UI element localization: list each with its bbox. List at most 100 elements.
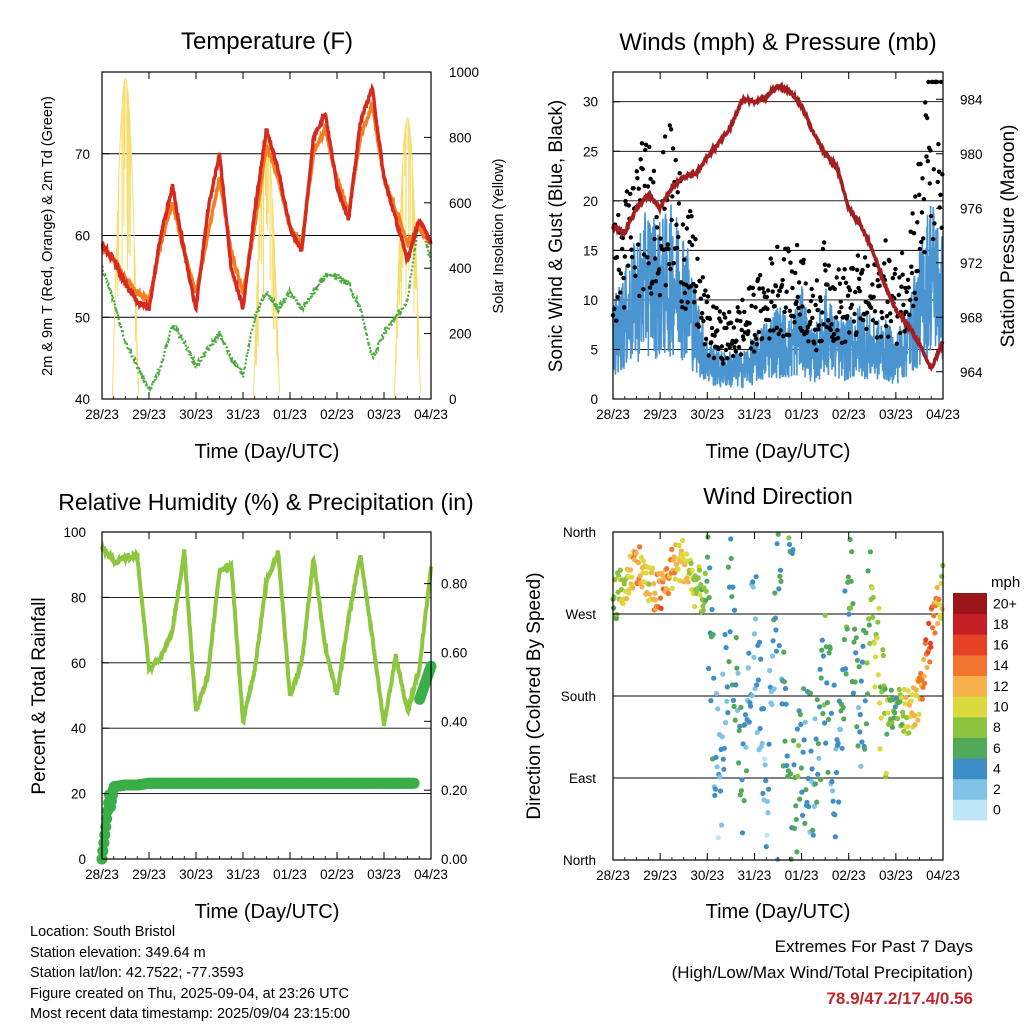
- direction-point: [840, 705, 846, 711]
- direction-point: [729, 594, 735, 600]
- direction-point: [848, 605, 854, 611]
- direction-point: [689, 587, 695, 593]
- gust-point: [739, 327, 744, 333]
- gust-point: [646, 261, 651, 266]
- legend-swatch: [953, 737, 987, 759]
- direction-point: [767, 667, 773, 674]
- humidity-precip-panel: Relative Humidity (%) & Precipitation (i…: [29, 489, 474, 923]
- wind-y2-axis-label: Station Pressure (Maroon): [998, 125, 1019, 348]
- gust-point: [837, 281, 843, 286]
- gust-point: [615, 294, 620, 300]
- direction-point: [877, 746, 883, 752]
- direction-point: [703, 588, 709, 595]
- direction-point: [782, 738, 788, 744]
- direction-point: [766, 786, 772, 792]
- y2-tick-label: 968: [960, 310, 983, 325]
- legend-swatch: [953, 675, 987, 697]
- gust-point: [905, 277, 911, 282]
- direction-point: [776, 643, 782, 649]
- station-elevation: Station elevation: 349.64 m: [30, 944, 206, 961]
- x-tick-label: 02/23: [832, 868, 866, 883]
- direction-point: [786, 535, 792, 541]
- gust-point: [906, 285, 911, 290]
- direction-point: [725, 710, 731, 716]
- gust-point: [815, 307, 820, 313]
- direction-point: [750, 584, 756, 590]
- gust-point: [676, 201, 682, 206]
- gust-point: [725, 356, 730, 361]
- direction-point: [864, 660, 870, 666]
- relative-humidity-line: [100, 540, 433, 727]
- gust-point: [738, 318, 743, 324]
- direction-point: [829, 788, 836, 794]
- y2-tick-label: 964: [960, 365, 983, 380]
- direction-point: [651, 581, 657, 587]
- gust-point: [901, 302, 906, 307]
- direction-point: [841, 716, 847, 722]
- gust-point: [800, 304, 805, 309]
- direction-point: [746, 719, 752, 725]
- gust-point: [704, 299, 709, 305]
- gust-point: [917, 192, 922, 197]
- direction-point: [937, 615, 944, 622]
- 2m-td-line: [101, 216, 433, 393]
- gust-point: [721, 311, 727, 317]
- gust-point: [839, 340, 845, 345]
- gust-point: [803, 281, 808, 286]
- direction-point: [916, 711, 922, 717]
- gust-point: [810, 293, 816, 298]
- direction-point: [820, 653, 827, 659]
- legend-swatch: [953, 696, 987, 718]
- gust-point: [769, 299, 774, 305]
- gust-point: [909, 270, 915, 276]
- gust-point: [825, 282, 830, 287]
- x-tick-label: 29/23: [643, 407, 677, 422]
- direction-point: [801, 737, 807, 743]
- gust-point: [624, 189, 630, 194]
- direction-point: [723, 720, 729, 726]
- gust-point: [699, 310, 705, 316]
- direction-point: [691, 603, 698, 610]
- direction-point: [878, 715, 884, 721]
- gust-point: [671, 261, 676, 266]
- direction-point: [707, 565, 713, 571]
- legend-label: 10: [993, 699, 1009, 715]
- direction-point: [882, 686, 888, 692]
- x-tick-label: 30/23: [179, 407, 213, 422]
- direction-point: [859, 659, 866, 665]
- direction-point: [746, 650, 752, 656]
- gust-point: [685, 300, 690, 305]
- direction-point: [911, 713, 918, 719]
- gust-point: [797, 312, 802, 317]
- direction-point: [875, 619, 881, 625]
- direction-point: [810, 832, 816, 838]
- gust-point: [838, 299, 843, 304]
- direction-point: [697, 567, 703, 573]
- gust-point: [714, 305, 719, 311]
- gust-point: [887, 258, 892, 264]
- direction-point: [846, 611, 852, 617]
- wind-pressure-title: Winds (mph) & Pressure (mb): [619, 29, 936, 56]
- direction-point: [904, 715, 910, 721]
- legend-label: 8: [993, 719, 1001, 735]
- direction-point: [817, 666, 823, 672]
- y2-tick-label: 0.20: [441, 783, 467, 798]
- gust-point: [756, 276, 761, 282]
- wind-direction-panel: Wind Direction 28/23 29/23 30/23 31/23 01/23…: [524, 483, 1020, 923]
- gust-point: [642, 183, 647, 189]
- direction-point: [905, 724, 911, 730]
- direction-point: [842, 666, 849, 672]
- direction-point: [794, 726, 801, 732]
- gust-point: [765, 288, 771, 293]
- direction-point: [764, 832, 770, 839]
- gust-point: [854, 330, 859, 335]
- gust-point: [893, 266, 898, 272]
- x-tick-label: 04/23: [414, 407, 448, 422]
- direction-point: [710, 632, 716, 638]
- gust-point: [820, 310, 825, 315]
- direction-point: [799, 789, 805, 795]
- direction-point: [866, 622, 872, 628]
- gust-point: [686, 214, 691, 219]
- direction-point: [852, 679, 858, 685]
- direction-point: [770, 638, 776, 644]
